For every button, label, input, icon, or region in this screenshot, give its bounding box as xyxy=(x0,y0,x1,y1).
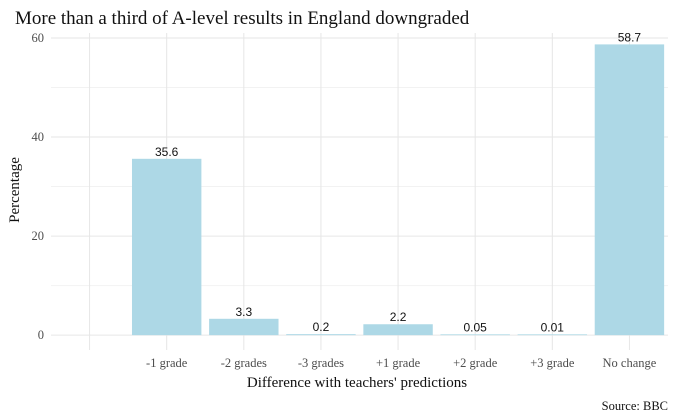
x-tick-label: -2 grades xyxy=(221,356,267,370)
bar-value-label: 58.7 xyxy=(618,30,642,44)
y-tick-label: 20 xyxy=(32,229,45,243)
bar xyxy=(286,334,356,336)
grid-lines xyxy=(51,33,668,350)
data-labels: 35.6 3.3 0.2 2.2 0.05 0.01 58.7 xyxy=(155,30,641,334)
bar-value-label: 2.2 xyxy=(390,310,407,324)
bar xyxy=(440,334,510,336)
bar-value-label: 0.05 xyxy=(464,320,488,334)
y-axis-title: Percentage xyxy=(7,157,23,223)
x-tick-label: +2 grade xyxy=(453,356,498,370)
bar-value-label: 0.01 xyxy=(541,320,565,334)
y-axis-ticks: 0 20 40 60 xyxy=(32,31,45,342)
bar xyxy=(131,158,202,336)
x-tick-label: No change xyxy=(603,356,657,370)
bar-value-label: 35.6 xyxy=(155,145,179,159)
y-tick-label: 0 xyxy=(38,328,44,342)
x-tick-label: -3 grades xyxy=(298,356,344,370)
x-axis-ticks: -1 grade -2 grades -3 grades +1 grade +2 gra… xyxy=(146,356,657,370)
bar xyxy=(209,318,279,336)
source-caption: Source: BBC xyxy=(602,399,668,413)
x-axis-title: Difference with teachers' predictions xyxy=(247,375,467,391)
bar xyxy=(363,324,433,336)
x-tick-label: +3 grade xyxy=(530,356,575,370)
bar-value-label: 3.3 xyxy=(235,305,252,319)
bar xyxy=(517,334,588,336)
y-tick-label: 60 xyxy=(32,31,45,45)
bar xyxy=(594,44,665,336)
x-tick-label: -1 grade xyxy=(146,356,188,370)
y-tick-label: 40 xyxy=(32,130,45,144)
bar-value-label: 0.2 xyxy=(313,320,330,334)
x-tick-label: +1 grade xyxy=(376,356,421,370)
bars xyxy=(131,44,665,336)
chart-title: More than a third of A-level results in … xyxy=(15,8,470,29)
